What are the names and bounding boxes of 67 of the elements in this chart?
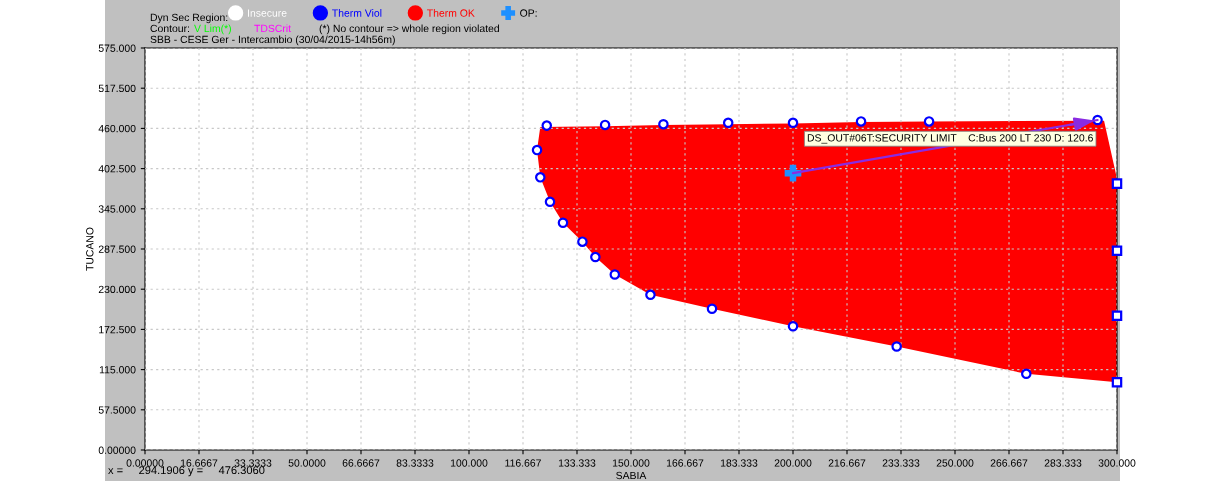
point	[1111, 245, 1123, 257]
point	[1111, 376, 1123, 388]
x-tick-label: 116.667	[505, 459, 541, 467]
point	[855, 116, 867, 127]
y-tick-label: 575.000	[98, 44, 136, 52]
x-tick-label: 16.6667	[180, 459, 218, 467]
legend-label: Insecure	[248, 9, 287, 17]
point	[557, 217, 569, 229]
point	[1021, 368, 1032, 380]
legend-label: TDSCrit	[254, 24, 291, 33]
x-tick-label: 33.3333	[234, 459, 272, 467]
point	[787, 320, 799, 332]
point	[658, 118, 669, 130]
x-tick-label: 50.0000	[288, 459, 326, 467]
y-axis-title: TUCANO	[86, 227, 94, 271]
x-tick-label: 233.333	[882, 459, 920, 467]
legend-title: Dyn Sec Region:	[150, 13, 228, 24]
point	[541, 120, 553, 131]
x-tick-label: 283.333	[1044, 459, 1082, 467]
point	[1111, 178, 1123, 189]
x-tick-label: 250.000	[936, 459, 974, 467]
point	[590, 251, 601, 263]
x-tick-label: 100.000	[450, 459, 488, 467]
x-tick-label: 166.667	[666, 459, 704, 467]
x-axis-title: SABIA	[616, 471, 647, 480]
text: (*) No contour => whole region violated	[319, 24, 499, 35]
point	[923, 116, 935, 127]
point	[1111, 310, 1123, 322]
legend-label: Therm Viol	[332, 9, 382, 17]
point	[535, 172, 546, 183]
y-tick-label: 460.000	[98, 124, 136, 133]
x-tick-label: 66.6667	[342, 459, 380, 467]
y-tick-label: 230.000	[98, 285, 136, 294]
x-tick-label: 200.000	[774, 459, 812, 467]
y-tick-label: 287.500	[98, 245, 136, 253]
y-tick-label: 517.500	[98, 84, 136, 93]
x-tick-label: 150.000	[612, 459, 650, 467]
x-tick-label: 300.000	[1098, 459, 1136, 467]
y-tick-label: 172.500	[99, 325, 136, 334]
x-tick-label: 183.333	[720, 459, 758, 467]
text: Contour:	[150, 24, 189, 33]
point	[787, 117, 799, 129]
point	[706, 303, 718, 315]
x-tick-label: 266.667	[990, 459, 1028, 467]
point	[891, 341, 902, 352]
x-tick-label: 83.3333	[396, 459, 434, 467]
x-tick-label: 0.00000	[126, 459, 164, 467]
y-tick-label: 115.000	[99, 366, 136, 374]
point	[599, 119, 611, 131]
text: x = 294.1906 y = 476.3060	[108, 466, 265, 477]
x-tick-label: 216.667	[828, 459, 866, 467]
point	[645, 289, 656, 301]
x-tick-label: 133.333	[558, 459, 596, 467]
point	[722, 117, 734, 129]
y-tick-label: 402.500	[98, 165, 136, 173]
y-tick-label: 345.000	[98, 205, 136, 213]
annotation: DS_OUT#06T:SECURITY LIMIT C:Bus 200 LT 230 D: 120.6	[807, 134, 1093, 144]
y-tick-label: 0.00000	[98, 446, 136, 454]
y-tick-label: 57.5000	[98, 406, 136, 414]
point	[609, 269, 621, 280]
point	[577, 236, 588, 247]
chart-title: SBB - CESE Ger - Intercambio (30/04/2015-14h56m)	[150, 35, 395, 46]
legend-label: OP:	[520, 9, 537, 17]
point	[544, 196, 556, 208]
point	[531, 144, 543, 156]
legend-label: Therm OK	[427, 9, 475, 17]
legend-label: V Lim(*)	[194, 24, 231, 35]
